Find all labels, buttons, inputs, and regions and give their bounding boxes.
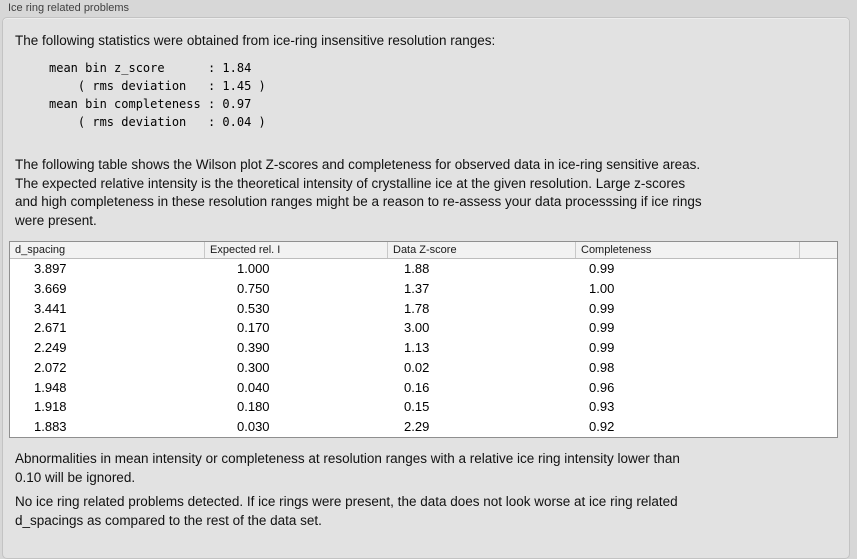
- column-header-d-spacing[interactable]: d_spacing: [15, 244, 66, 256]
- table-cell: 1.13: [404, 340, 430, 356]
- table-cell: 2.29: [404, 419, 430, 435]
- table-cell: 1.00: [589, 280, 615, 296]
- table-intro-line: The following table shows the Wilson plo…: [15, 157, 701, 172]
- table-cell: 1.948: [34, 379, 67, 395]
- table-intro-line: and high completeness in these resolutio…: [15, 194, 702, 209]
- stats-line: ( rms deviation : 0.04 ): [49, 115, 266, 129]
- table-cell: 0.98: [589, 359, 615, 375]
- stats-intro-text: The following statistics were obtained f…: [15, 32, 495, 51]
- table-cell: 2.072: [34, 359, 67, 375]
- stats-block: mean bin z_score : 1.84 ( rms deviation …: [49, 59, 266, 131]
- ignore-note-text: Abnormalities in mean intensity or compl…: [15, 450, 680, 487]
- table-row[interactable]: 1.918 0.180 0.15 0.93: [10, 397, 837, 418]
- groupbox-title: Ice ring related problems: [8, 2, 130, 14]
- table-cell: 0.02: [404, 359, 430, 375]
- stats-line: ( rms deviation : 1.45 ): [49, 79, 266, 93]
- table-cell: 0.99: [589, 300, 615, 316]
- table-row[interactable]: 2.072 0.300 0.02 0.98: [10, 357, 837, 378]
- table-row[interactable]: 1.883 0.030 2.29 0.92: [10, 417, 837, 437]
- table-cell: 2.671: [34, 320, 67, 336]
- table-cell: 1.883: [34, 419, 67, 435]
- column-header-data-z-score[interactable]: Data Z-score: [387, 242, 575, 258]
- table-row[interactable]: 3.669 0.750 1.37 1.00: [10, 278, 837, 299]
- table-cell: 1.918: [34, 399, 67, 415]
- table-cell: 0.15: [404, 399, 430, 415]
- table-cell: 0.170: [237, 320, 270, 336]
- table-row[interactable]: 3.441 0.530 1.78 0.99: [10, 298, 837, 319]
- column-header-completeness[interactable]: Completeness: [575, 242, 799, 258]
- ice-ring-groupbox: The following statistics were obtained f…: [2, 17, 850, 559]
- table-cell: 2.249: [34, 340, 67, 356]
- ignore-note-line: Abnormalities in mean intensity or compl…: [15, 451, 680, 466]
- stats-line: mean bin z_score : 1.84: [49, 61, 252, 75]
- table-cell: 0.180: [237, 399, 270, 415]
- table-row[interactable]: 1.948 0.040 0.16 0.96: [10, 377, 837, 398]
- conclusion-text: No ice ring related problems detected. I…: [15, 493, 678, 530]
- table-cell: 3.441: [34, 300, 67, 316]
- column-header-expected-rel-i[interactable]: Expected rel. I: [204, 242, 387, 258]
- conclusion-line: d_spacings as compared to the rest of th…: [15, 512, 322, 528]
- table-cell: 0.93: [589, 399, 615, 415]
- table-cell: 0.750: [237, 280, 270, 296]
- table-cell: 3.669: [34, 280, 67, 296]
- table-cell: 3.897: [34, 261, 67, 276]
- stats-intro-line: The following statistics were obtained f…: [15, 33, 496, 48]
- table-cell: 1.78: [404, 300, 430, 316]
- table-cell: 0.92: [589, 419, 615, 435]
- table-cell: 0.530: [237, 300, 270, 316]
- table-cell: 0.99: [589, 340, 615, 356]
- table-row[interactable]: 2.671 0.170 3.00 0.99: [10, 318, 837, 339]
- table-cell: 0.16: [404, 379, 430, 395]
- conclusion-line: No ice ring related problems detected. I…: [15, 494, 678, 509]
- table-cell: 3.00: [404, 320, 430, 336]
- table-cell: 0.300: [237, 359, 270, 375]
- ice-ring-table[interactable]: d_spacing Expected rel. I Data Z-score Comp…: [9, 241, 838, 438]
- table-cell: 0.99: [589, 320, 615, 336]
- table-header-row: d_spacing Expected rel. I Data Z-score Comp…: [10, 242, 837, 259]
- table-cell: 1.88: [404, 261, 430, 276]
- table-intro-line: were present.: [15, 212, 97, 228]
- table-intro-line: The expected relative intensity is the t…: [15, 175, 686, 191]
- table-cell: 0.99: [589, 261, 615, 276]
- column-header-filler: [799, 242, 837, 258]
- table-cell: 0.040: [237, 379, 270, 395]
- table-cell: 0.030: [237, 419, 270, 435]
- stats-line: mean bin completeness : 0.97: [49, 97, 252, 111]
- table-row[interactable]: 3.897 1.000 1.88 0.99: [10, 259, 837, 279]
- ignore-note-line: 0.10 will be ignored.: [15, 469, 136, 485]
- table-cell: 0.96: [589, 379, 615, 395]
- table-cell: 1.000: [237, 261, 270, 276]
- table-cell: 1.37: [404, 280, 430, 296]
- table-body: 3.897 1.000 1.88 0.99 3.669 0.750 1.37 1.00 3.44…: [10, 259, 837, 437]
- table-intro-text: The following table shows the Wilson plo…: [15, 156, 702, 230]
- table-cell: 0.390: [237, 340, 270, 356]
- table-row[interactable]: 2.249 0.390 1.13 0.99: [10, 338, 837, 358]
